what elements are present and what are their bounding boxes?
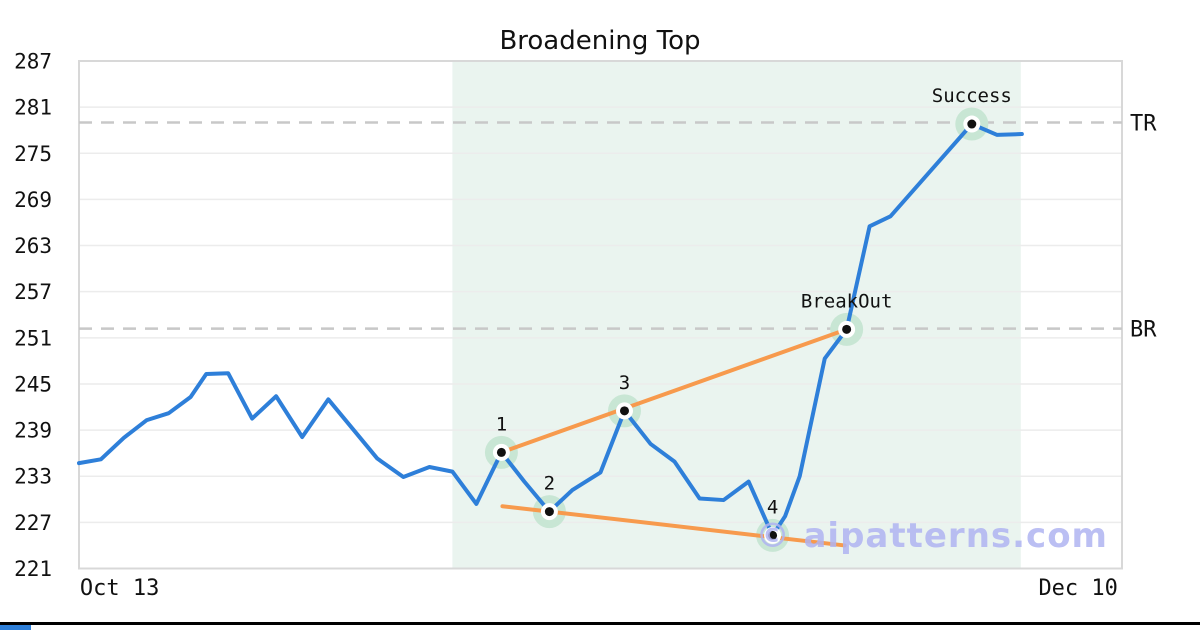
- pattern-point-label-3: 3: [619, 372, 630, 394]
- x-tick-label: Oct 13: [80, 576, 159, 601]
- y-tick-label: 257: [14, 280, 52, 304]
- marker-dot: [768, 530, 778, 540]
- price-line: [77, 122, 1024, 538]
- y-tick-label: 275: [14, 142, 52, 166]
- upper-broadening-line: [499, 327, 849, 455]
- y-tick-label: 239: [14, 419, 52, 443]
- x-tick-label: Dec 10: [1038, 576, 1117, 601]
- marker-dot: [619, 406, 629, 416]
- y-tick-label: 233: [14, 465, 52, 489]
- y-tick-label: 221: [14, 557, 52, 581]
- marker-dot: [967, 119, 977, 129]
- level-label-br: BR: [1130, 318, 1157, 343]
- marker-dot: [842, 324, 852, 334]
- level-label-tr: TR: [1130, 112, 1157, 137]
- pattern-point-label-1: 1: [496, 413, 507, 435]
- y-tick-label: 287: [14, 50, 52, 74]
- chart-title: Broadening Top: [499, 26, 701, 56]
- lower-broadening-line: [500, 504, 847, 548]
- watermark-text: © aipatterns.com: [755, 516, 1108, 556]
- y-tick-label: 263: [14, 234, 52, 258]
- y-tick-label: 251: [14, 326, 52, 350]
- y-tick-label: 281: [14, 96, 52, 120]
- marker-dot: [544, 507, 554, 517]
- plot-border: [78, 60, 1123, 570]
- marker-dot: [496, 447, 506, 457]
- bottom-divider-line: [0, 621, 1200, 625]
- y-tick-label: 269: [14, 188, 52, 212]
- pattern-point-label-success: Success: [932, 85, 1012, 107]
- pattern-shaded-region: [452, 61, 1021, 569]
- y-tick-label: 227: [14, 511, 52, 535]
- pattern-point-label-2: 2: [544, 473, 555, 495]
- corner-accent-bar: [0, 625, 31, 630]
- y-tick-label: 245: [14, 372, 52, 396]
- pattern-point-label-4: 4: [767, 496, 778, 518]
- pattern-point-label-breakout: BreakOut: [801, 290, 893, 312]
